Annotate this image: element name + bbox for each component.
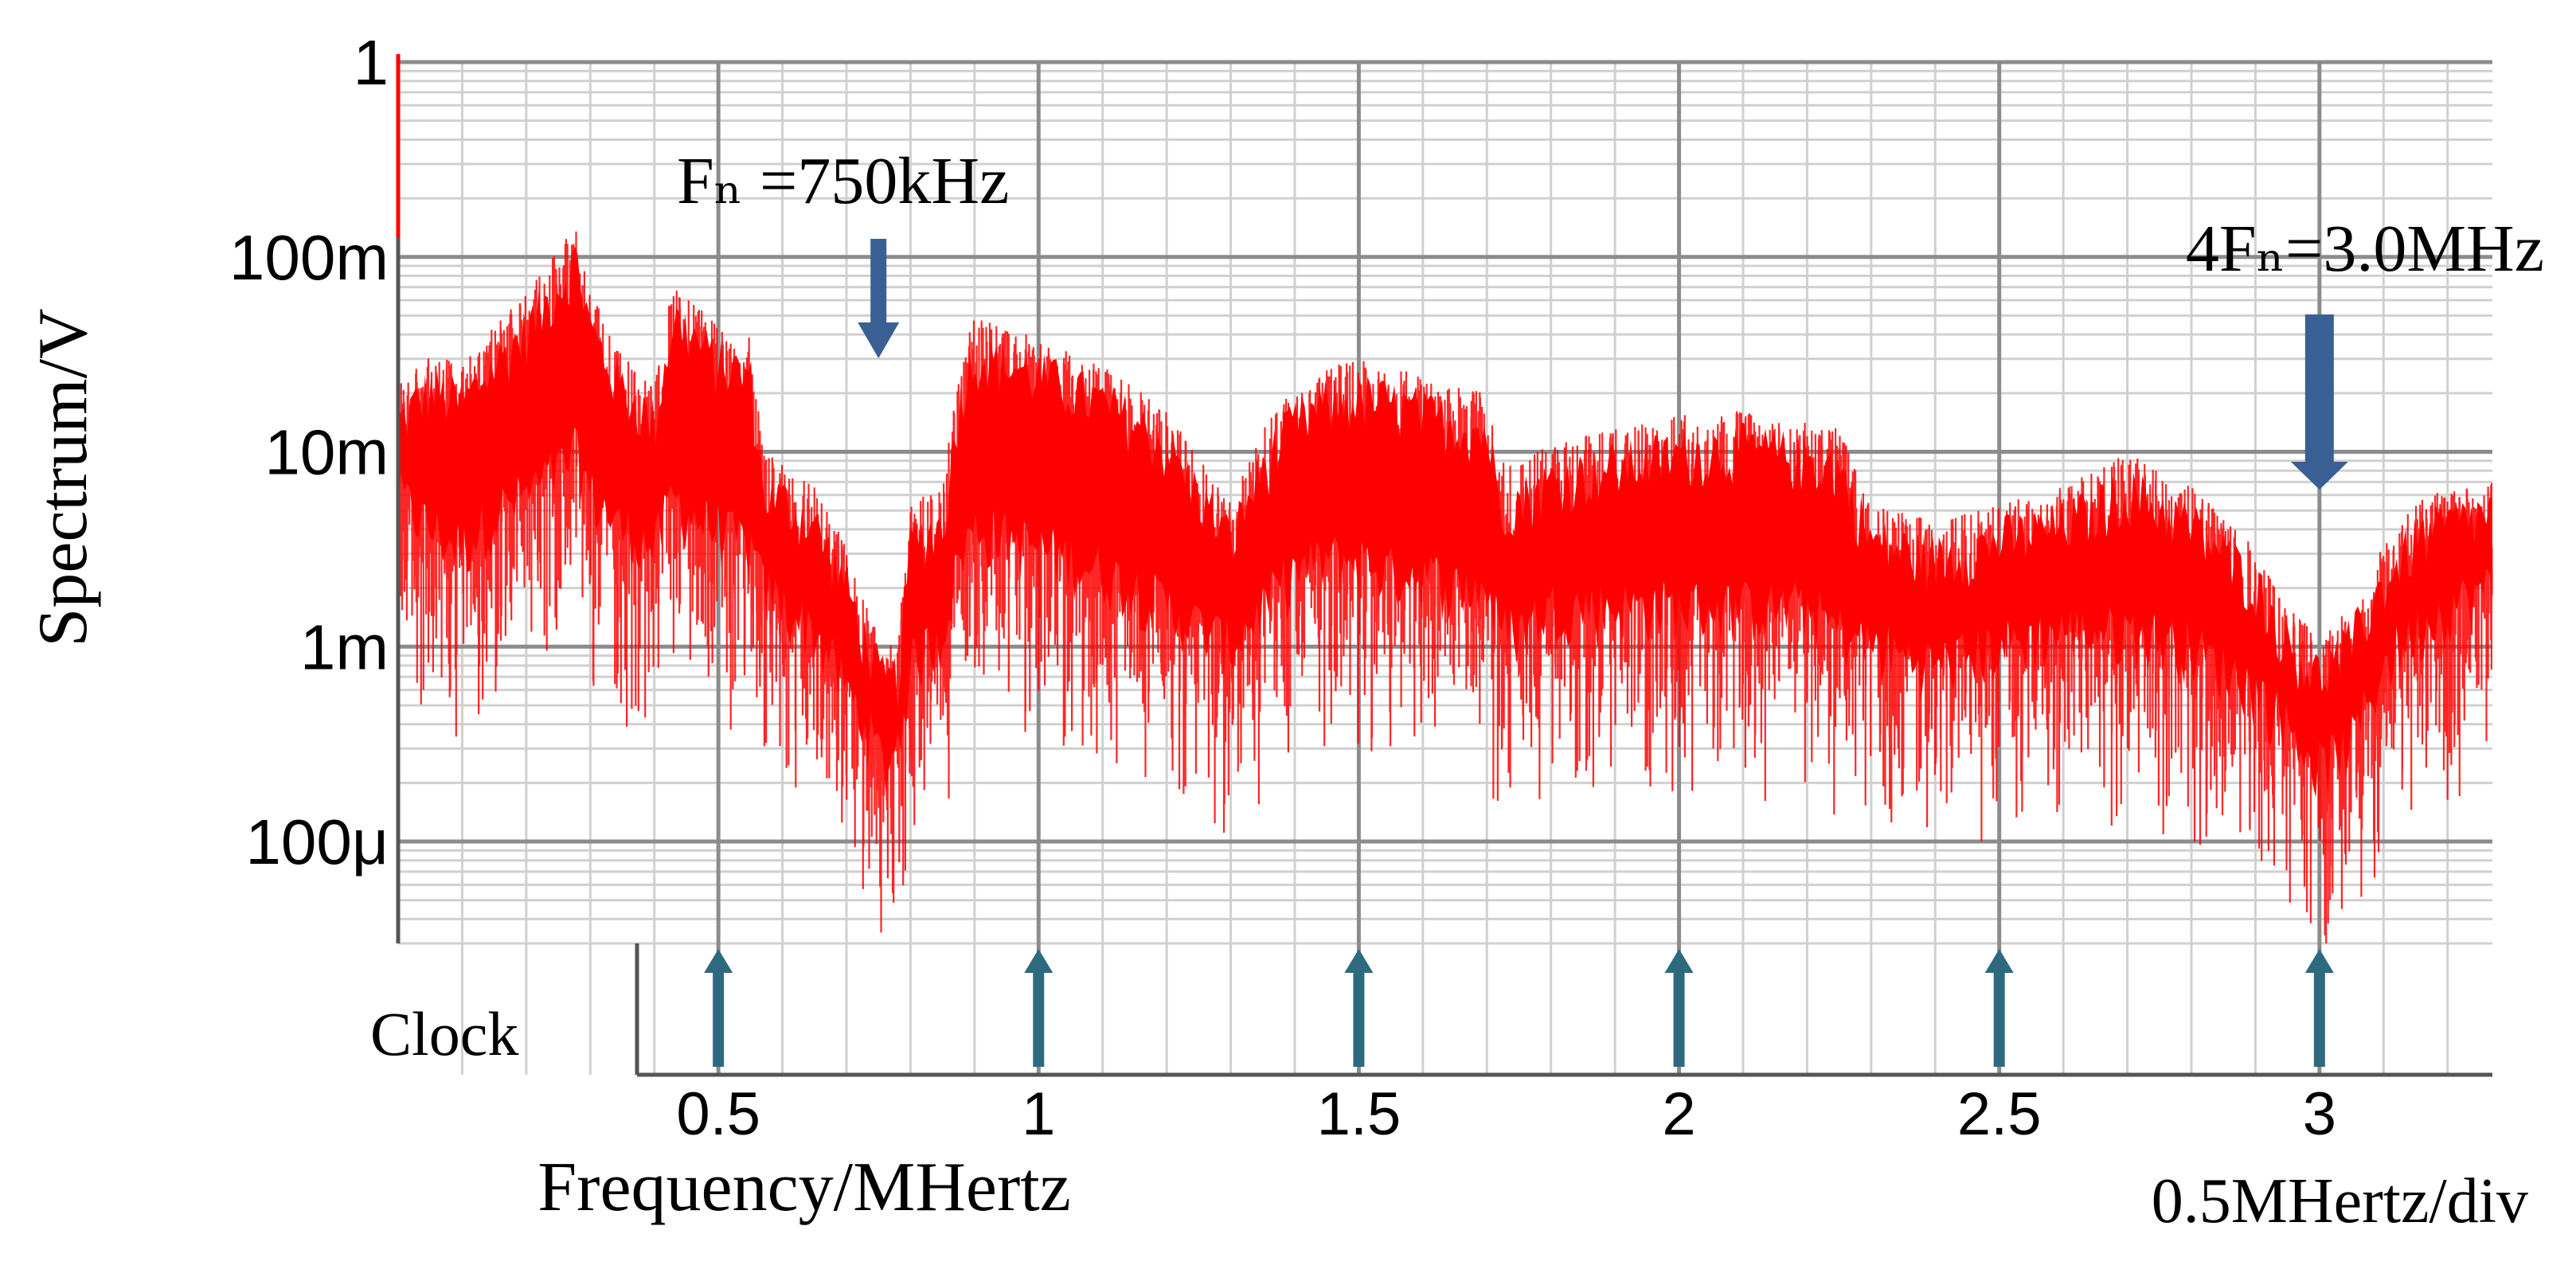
spectrum-trace — [397, 231, 2493, 943]
clock-marker-head — [2304, 949, 2334, 973]
clock-marker-head — [1664, 949, 1694, 973]
x-tick-label: 3 — [2303, 1080, 2336, 1148]
y-tick-label: 1m — [300, 611, 389, 682]
annotation-4fn-arrow-head — [2290, 462, 2348, 490]
clock-markers — [704, 949, 2334, 1067]
clock-marker-head — [1344, 949, 1374, 973]
clock-label: Clock — [370, 999, 518, 1068]
x-tick-label: 1.5 — [1317, 1080, 1401, 1148]
annotation-fn-arrow-shaft — [870, 239, 887, 326]
annotation-fn-arrow-head — [858, 322, 900, 358]
plot-axes — [396, 54, 2492, 1077]
x-tick-label: 0.5 — [676, 1080, 760, 1148]
y-tick-labels: 1 100m 10m 1m 100μ — [229, 27, 389, 877]
y-tick-label: 10m — [264, 417, 389, 488]
annotation-4fn-arrow-shaft — [2304, 314, 2334, 470]
annotation-fn-label: Fₙ =750kHz — [677, 144, 1009, 218]
x-tick-label: 1 — [1022, 1080, 1055, 1148]
x-tick-label: 2 — [1662, 1080, 1695, 1148]
clock-marker-head — [1984, 949, 2014, 973]
annotations: Fₙ =750kHz 4Fₙ=3.0MHz — [677, 144, 2544, 490]
y-tick-label: 1 — [354, 27, 389, 98]
y-axis-label: Spectrum/V — [25, 308, 102, 646]
clock-marker-head — [704, 949, 733, 973]
clock-marker-head — [1024, 949, 1053, 973]
annotation-4fn-label: 4Fₙ=3.0MHz — [2186, 212, 2544, 286]
y-tick-label: 100μ — [245, 806, 389, 877]
x-scale-note: 0.5MHertz/div — [2152, 1166, 2528, 1236]
x-tick-labels: 0.5 1 1.5 2 2.5 3 — [676, 1080, 2336, 1148]
spectrum-spikes — [397, 231, 2493, 943]
y-tick-label: 100m — [229, 222, 389, 293]
x-tick-label: 2.5 — [1957, 1080, 2042, 1148]
x-axis-label: Frequency/MHertz — [537, 1149, 1071, 1226]
